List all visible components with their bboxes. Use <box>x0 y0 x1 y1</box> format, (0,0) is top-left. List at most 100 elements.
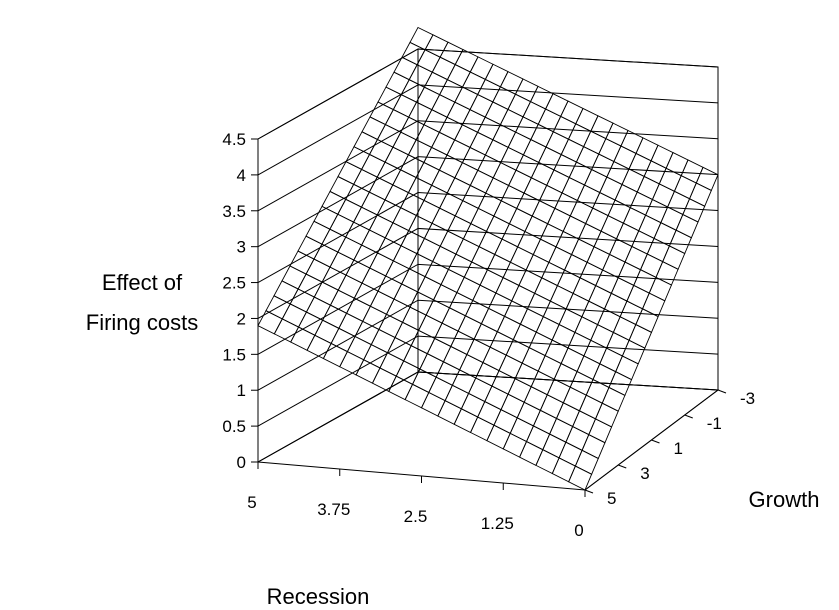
surface-cell <box>498 354 523 380</box>
z-tick-label: 2.5 <box>222 274 246 293</box>
z-tick-label: 2 <box>237 309 246 328</box>
surface-cell <box>545 131 570 156</box>
x-axis-title: Recession <box>267 584 370 609</box>
surface-cell <box>408 214 433 240</box>
surface-cell <box>562 215 587 240</box>
surface-cell <box>407 139 433 164</box>
surface-cell <box>590 323 614 349</box>
z-axis-title-line-1: Effect of <box>102 270 183 295</box>
surface-cell <box>518 269 543 294</box>
surface-cell <box>635 137 659 162</box>
surface-cell <box>371 367 397 392</box>
surface-cell <box>454 86 479 111</box>
surface-cell <box>682 198 706 223</box>
surface-cell <box>423 71 449 96</box>
surface-cell <box>410 329 436 355</box>
surface-cell <box>605 122 629 147</box>
surface-cell <box>415 124 440 148</box>
surface-cell <box>369 252 394 277</box>
surface-cell <box>586 246 611 271</box>
surface-cell <box>447 253 473 278</box>
surface-cell <box>479 269 504 294</box>
surface-cell <box>355 359 381 384</box>
surface-cell <box>426 337 452 363</box>
surface-cell <box>673 175 697 200</box>
surface-cell <box>448 291 474 317</box>
y-axis-title: Growth <box>749 487 820 512</box>
surface-cell <box>502 261 527 287</box>
surface-cell <box>583 339 608 365</box>
surface-cell <box>581 433 606 460</box>
surface-cell <box>420 391 446 417</box>
surface-cell <box>645 198 669 224</box>
surface-cell <box>565 292 590 318</box>
surface-cell <box>439 192 464 217</box>
y-tick-label: 5 <box>607 489 616 508</box>
surface-cell <box>321 190 347 215</box>
surface-cell <box>466 338 491 364</box>
surface-cell <box>451 369 477 395</box>
surface-cell <box>494 238 519 263</box>
z-tick-label: 0.5 <box>222 417 246 436</box>
surface-cell <box>535 449 560 475</box>
gridline-z-2 <box>257 299 719 391</box>
surface-cell <box>525 425 551 451</box>
surface-cell <box>530 370 555 396</box>
surface-cell <box>353 131 379 156</box>
surface-cell <box>576 355 601 381</box>
surface-cell <box>521 347 546 372</box>
surface-cell <box>361 229 386 254</box>
surface-cell <box>462 223 488 248</box>
surface-cell <box>613 145 637 170</box>
surface-cell <box>668 229 692 255</box>
surface-cell <box>585 207 609 232</box>
surface-cell <box>567 123 592 148</box>
surface-cell <box>438 116 463 141</box>
surface-cell <box>667 190 691 216</box>
gridline-z-5 <box>257 192 719 283</box>
surface-cell <box>633 269 657 294</box>
surface-cell <box>552 115 577 140</box>
surface-cell <box>297 235 323 260</box>
surface-cell <box>437 400 462 425</box>
surface-cell <box>509 417 535 443</box>
surface-cell <box>461 71 486 96</box>
surface-cell <box>470 207 495 232</box>
y-tick-label: 1 <box>674 439 683 458</box>
surface-cell <box>508 169 532 194</box>
gridline-z-0 <box>257 371 719 463</box>
gridline-z-8 <box>257 84 719 176</box>
surface-cell <box>361 267 387 292</box>
surface-cell <box>485 215 510 240</box>
surface-cell <box>496 315 521 341</box>
surface-cell <box>562 386 587 412</box>
surface-cell <box>434 322 459 348</box>
surface-cell <box>273 280 299 305</box>
surface-cell <box>555 402 581 428</box>
surface-cell <box>499 108 524 133</box>
surface-cell <box>537 354 562 380</box>
surface-cell <box>608 238 633 263</box>
surface-cell <box>492 161 517 187</box>
surface-cell <box>612 316 637 341</box>
surface-cell <box>516 401 541 427</box>
surface-cell <box>639 253 664 278</box>
y-tick-mark <box>584 489 594 494</box>
surface-cell <box>688 182 712 207</box>
surface-cell <box>392 131 417 156</box>
surface-cell <box>305 220 331 245</box>
surface-cell <box>617 261 642 287</box>
surface-cell <box>646 237 670 263</box>
surface-cell <box>463 261 489 286</box>
surface-cell <box>523 386 548 411</box>
surface-cell <box>486 424 511 450</box>
surface-cell <box>337 161 363 185</box>
surface-cell <box>425 299 451 324</box>
surface-cell <box>575 107 599 132</box>
surface-cell <box>505 339 530 364</box>
gridline-z-4 <box>257 227 719 319</box>
surface-cell <box>403 345 428 370</box>
chart-axes: 0 0.5 1 1.5 2 2.5 3 3.5 4 4.5 5 3.75 2.5 1.25 0 -3 -1 1 3 5 <box>222 130 755 540</box>
surface-cell <box>569 370 594 396</box>
